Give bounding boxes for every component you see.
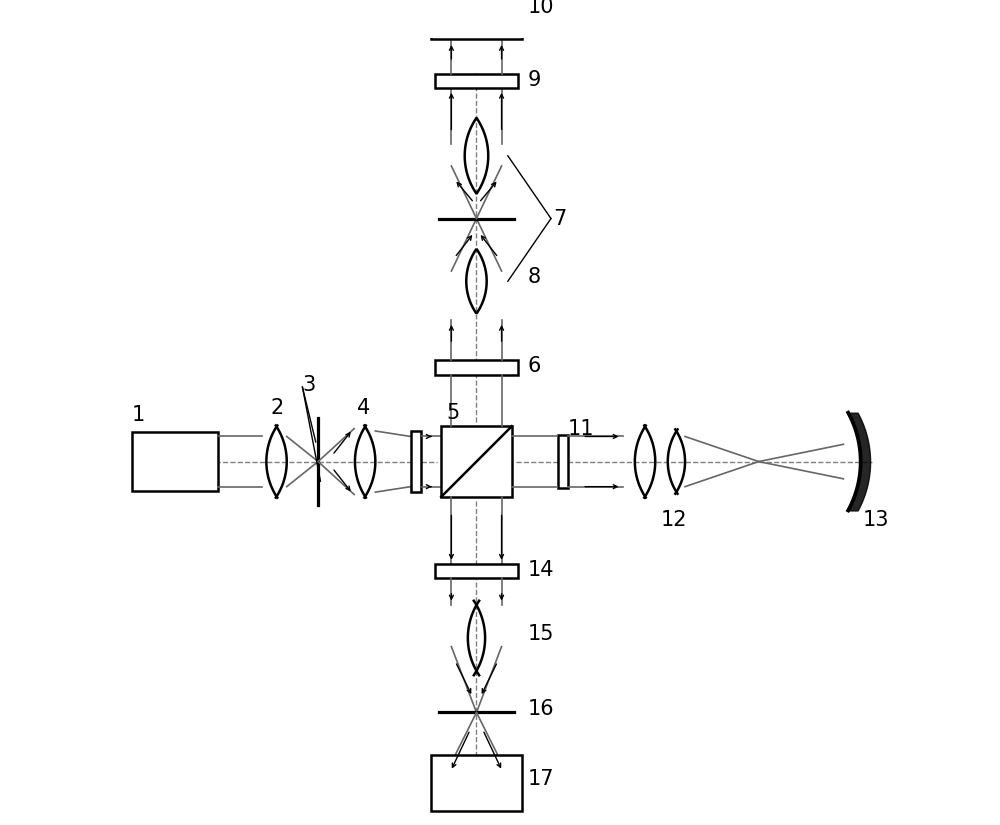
FancyBboxPatch shape: [558, 435, 568, 488]
Text: 1: 1: [132, 404, 145, 425]
FancyBboxPatch shape: [431, 0, 522, 39]
Text: 3: 3: [302, 375, 316, 394]
FancyBboxPatch shape: [132, 432, 218, 491]
FancyBboxPatch shape: [435, 74, 518, 88]
FancyBboxPatch shape: [431, 755, 522, 811]
Text: 12: 12: [661, 511, 687, 530]
FancyBboxPatch shape: [411, 431, 421, 493]
Text: 13: 13: [862, 511, 889, 530]
Text: 7: 7: [553, 209, 567, 229]
Text: 16: 16: [527, 699, 554, 719]
Text: 17: 17: [527, 769, 554, 789]
Text: 8: 8: [527, 267, 541, 287]
Text: 15: 15: [527, 624, 554, 644]
FancyBboxPatch shape: [441, 427, 512, 497]
Text: 2: 2: [270, 398, 284, 418]
Text: 10: 10: [527, 0, 554, 16]
FancyBboxPatch shape: [435, 564, 518, 578]
FancyBboxPatch shape: [435, 361, 518, 375]
Text: 6: 6: [527, 356, 541, 376]
Text: 11: 11: [567, 418, 594, 439]
Text: 5: 5: [447, 403, 460, 423]
Text: 9: 9: [527, 70, 541, 90]
Text: 14: 14: [527, 560, 554, 580]
Text: 4: 4: [357, 398, 371, 418]
